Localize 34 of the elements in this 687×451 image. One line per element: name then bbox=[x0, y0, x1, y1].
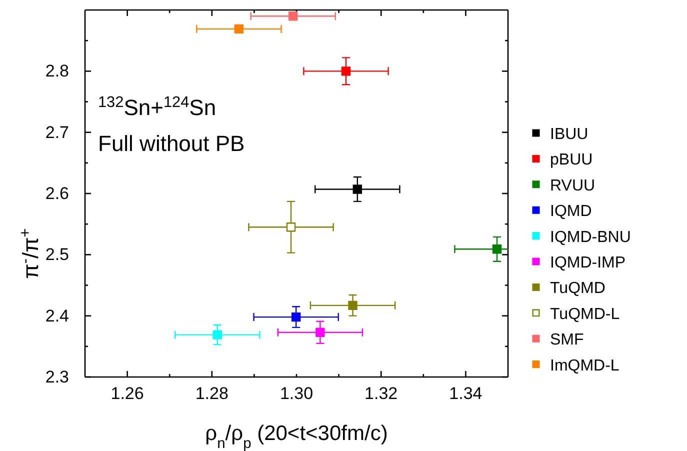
y-tick-label: 2.6 bbox=[45, 184, 69, 203]
x-tick-label: 1.26 bbox=[110, 384, 144, 404]
legend-label: ImQMD-L bbox=[550, 357, 620, 374]
x-axis-title: ρ$_{n}$/ρ$_{p}$ (20<t<30fm/c) bbox=[205, 422, 388, 451]
point bbox=[212, 330, 222, 340]
point bbox=[352, 184, 362, 194]
annotation: $^{132}$Sn+$^{124}$Sn bbox=[98, 94, 216, 120]
x-tick-label: 1.30 bbox=[280, 384, 314, 404]
y-tick-label: 2.7 bbox=[45, 122, 69, 142]
y-tick-label: 2.3 bbox=[45, 367, 69, 386]
point bbox=[348, 300, 358, 310]
point bbox=[291, 312, 301, 322]
x-tick-label: 1.32 bbox=[364, 384, 398, 404]
legend-label: TuQMD bbox=[550, 280, 606, 298]
annotation: Full without PB bbox=[98, 131, 245, 156]
y-tick-label: 2.5 bbox=[45, 245, 69, 264]
legend-label: IQMD-BNU bbox=[550, 228, 631, 246]
point bbox=[234, 24, 244, 34]
legend-label: RVUU bbox=[550, 177, 596, 194]
point bbox=[492, 244, 502, 254]
legend-label: IQMD-IMP bbox=[550, 254, 626, 272]
point bbox=[286, 222, 296, 232]
legend-label: IBUU bbox=[550, 126, 588, 143]
legend-label: IQMD bbox=[550, 203, 592, 220]
legend-label: TuQMD-L bbox=[550, 306, 620, 323]
point bbox=[341, 66, 351, 76]
legend-label: SMF bbox=[550, 332, 584, 349]
point bbox=[316, 328, 325, 337]
x-tick-label: 1.34 bbox=[449, 384, 482, 404]
y-tick-label: 2.4 bbox=[45, 306, 69, 326]
point bbox=[288, 12, 298, 21]
legend-label: pBUU bbox=[550, 152, 593, 169]
y-tick-label: 2.8 bbox=[45, 62, 69, 81]
x-tick-label: 1.28 bbox=[195, 384, 228, 404]
